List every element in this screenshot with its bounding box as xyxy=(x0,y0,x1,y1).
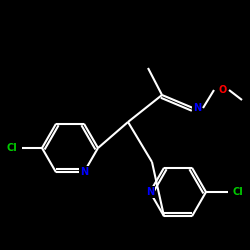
Text: O: O xyxy=(219,85,227,95)
Text: N: N xyxy=(80,167,88,177)
Text: Cl: Cl xyxy=(232,187,243,197)
Text: Cl: Cl xyxy=(6,143,18,153)
Text: N: N xyxy=(146,187,154,197)
Text: N: N xyxy=(193,103,201,113)
